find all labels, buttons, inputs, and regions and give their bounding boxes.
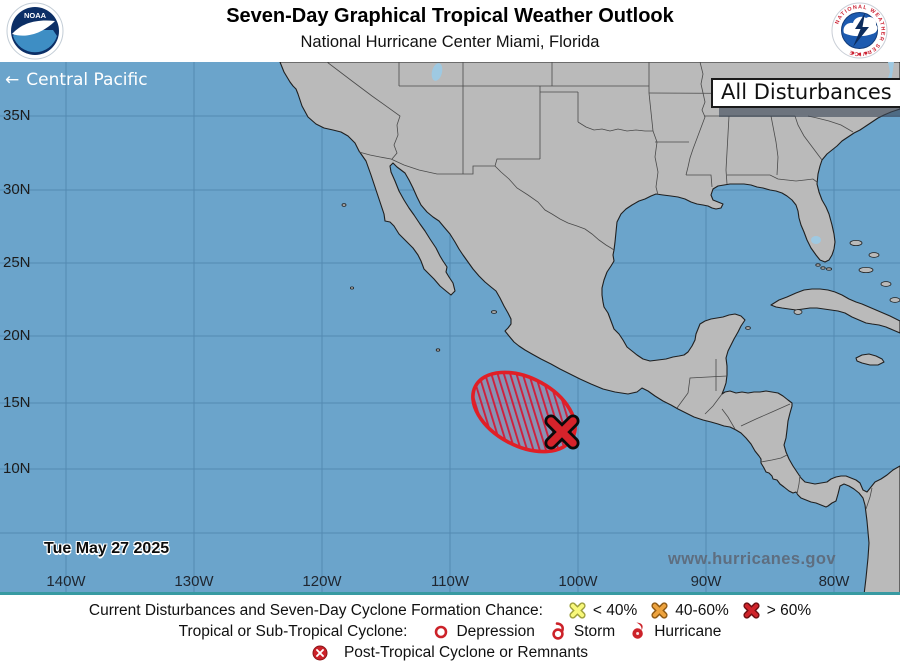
legend-item-depression: Depression [433, 621, 535, 642]
legend-item-lt40: < 40% [569, 600, 637, 621]
issuance-date: Tue May 27 2025 [44, 540, 170, 557]
x-marker-red-icon [743, 602, 760, 619]
legend-row-chances: Current Disturbances and Seven-Day Cyclo… [89, 600, 811, 621]
legend-depression-label: Depression [456, 623, 535, 640]
lat-label-25n: 25N [3, 254, 31, 271]
hurricane-icon [629, 622, 647, 641]
legend-row-cyclones: Tropical or Sub-Tropical Cyclone: Depres… [178, 621, 721, 642]
disturbance-x-marker[interactable] [544, 414, 580, 450]
noaa-logo-text: NOAA [24, 11, 47, 20]
page-title: Seven-Day Graphical Tropical Weather Out… [226, 5, 674, 27]
left-arrow-icon: ← [5, 70, 20, 90]
lon-label-80w: 80W [818, 573, 850, 590]
lon-label-110w: 110W [430, 573, 470, 590]
noaa-logo[interactable]: NOAA [6, 2, 64, 65]
legend-40-60-label: 40-60% [675, 602, 729, 619]
x-marker-orange-icon [651, 602, 668, 619]
map-legend-divider [0, 592, 900, 595]
depression-icon [433, 624, 449, 640]
lat-label-30n: 30N [3, 181, 31, 198]
legend-cyclone-label: Tropical or Sub-Tropical Cyclone: [178, 623, 408, 640]
legend-storm-label: Storm [573, 623, 616, 640]
header: NOAA Seven-Day Graphical Tropical Weathe… [0, 0, 900, 62]
nws-logo[interactable]: NATIONAL WEATHER SERVICE [831, 2, 888, 64]
outlook-map[interactable] [0, 62, 900, 595]
lat-label-20n: 20N [3, 327, 31, 344]
nws-lightning-icon [853, 13, 869, 47]
lon-label-120w: 120W [302, 573, 342, 590]
lon-label-130w: 130W [174, 573, 214, 590]
legend-gt60-label: > 60% [766, 602, 812, 619]
central-pacific-label: Central Pacific [26, 70, 148, 90]
legend: Current Disturbances and Seven-Day Cyclo… [0, 595, 900, 665]
post-tropical-icon [312, 645, 328, 661]
landmass [279, 62, 900, 595]
lon-label-90w: 90W [690, 573, 722, 590]
legend-post-tropical-label: Post-Tropical Cyclone or Remnants [343, 644, 589, 661]
legend-row-post-tropical: Post-Tropical Cyclone or Remnants [312, 642, 588, 663]
disturbance-mode-selector[interactable]: All Disturbances [711, 78, 900, 108]
page-subtitle: National Hurricane Center Miami, Florida [300, 33, 600, 51]
central-pacific-link[interactable]: ← Central Pacific [5, 70, 148, 90]
lat-label-35n: 35N [3, 107, 31, 124]
legend-item-40-60: 40-60% [651, 600, 729, 621]
legend-lt40-label: < 40% [592, 602, 638, 619]
legend-hurricane-label: Hurricane [654, 623, 722, 640]
storm-icon [549, 622, 567, 641]
legend-item-hurricane: Hurricane [629, 621, 721, 642]
hurricanes-gov-watermark: www.hurricanes.gov [668, 550, 836, 568]
lon-label-100w: 100W [558, 573, 598, 590]
legend-item-storm: Storm [549, 621, 615, 642]
noaa-seagull-icon [12, 20, 55, 36]
legend-item-gt60: > 60% [743, 600, 811, 621]
legend-chances-label: Current Disturbances and Seven-Day Cyclo… [88, 602, 543, 619]
lat-label-10n: 10N [3, 460, 31, 477]
x-marker-yellow-icon [569, 602, 586, 619]
lon-label-140w: 140W [46, 573, 86, 590]
lat-label-15n: 15N [3, 394, 31, 411]
